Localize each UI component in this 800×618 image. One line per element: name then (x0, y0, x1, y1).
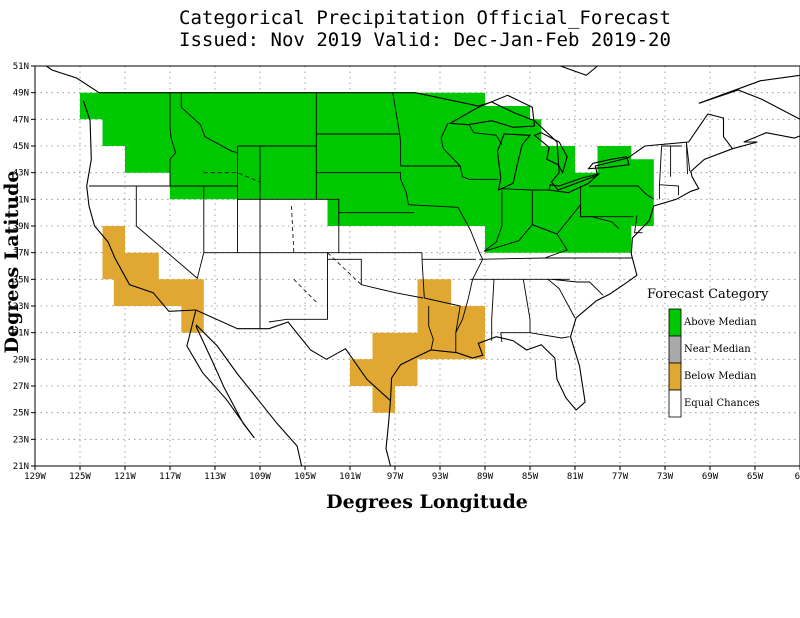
legend-swatch (668, 308, 682, 337)
legend-swatch (668, 362, 682, 391)
x-tick-labels: 129W 125W 121W 117W 113W 109W 105W 101W 97W 93W 89… (24, 466, 800, 482)
state-boundary (658, 184, 679, 200)
lake-michigan (496, 133, 532, 191)
dashed-boundary (291, 205, 295, 253)
state-boundary (392, 92, 402, 166)
x-tick-label: 73W (657, 472, 674, 482)
y-tick-label: 27N (13, 382, 29, 392)
legend-swatch (668, 335, 682, 364)
x-tick-label: 121W (114, 472, 136, 482)
legend: Forecast Category Above Median Near Media… (647, 287, 769, 418)
y-tick-label: 31N (13, 329, 29, 339)
y-tick-label: 49N (13, 89, 29, 99)
lake-ontario (587, 156, 630, 170)
mexico-west-coast (195, 324, 303, 467)
x-tick-label: 125W (69, 472, 91, 482)
legend-label: Near Median (684, 344, 751, 355)
x-tick-label: 109W (249, 472, 271, 482)
x-tick-label: 113W (204, 472, 226, 482)
legend-label: Equal Chances (684, 398, 760, 409)
state-boundary (491, 279, 495, 341)
legend-heading: Forecast Category (647, 287, 769, 302)
x-tick-label: 117W (159, 472, 181, 482)
x-tick-label: 97W (387, 472, 404, 482)
y-tick-label: 45N (13, 142, 29, 152)
plot-frame (34, 65, 800, 467)
y-tick-label: 47N (13, 115, 29, 125)
state-boundary (327, 258, 424, 299)
map-outlines (45, 65, 800, 467)
map-plot-area (34, 65, 800, 467)
lake-erie (548, 172, 601, 194)
state-boundary (634, 215, 643, 234)
x-tick-label: 101W (339, 472, 361, 482)
state-boundary (580, 186, 634, 218)
title-line-2: Issued: Nov 2019 Valid: Dec-Jan-Feb 2019… (179, 29, 671, 51)
below-median-region (102, 226, 204, 333)
x-tick-label: 129W (24, 472, 46, 482)
x-tick-label: 65W (747, 472, 764, 482)
x-tick-label: 77W (612, 472, 629, 482)
state-boundary (658, 145, 682, 187)
y-tick-label: 25N (13, 409, 29, 419)
y-tick-label: 21N (13, 462, 29, 472)
james-bay-coast (560, 65, 598, 76)
dashed-boundary (203, 172, 261, 183)
mexico-gulf-coast (385, 400, 392, 467)
state-boundary (135, 186, 198, 279)
state-boundary (470, 278, 604, 296)
state-boundary (547, 278, 576, 319)
lake-superior (448, 94, 536, 128)
x-tick-label: 93W (432, 472, 449, 482)
maritime-coast (698, 74, 800, 150)
y-tick-labels: 21N 23N 25N 27N 29N 31N 33N 35N 37N 39N 41N 43N 45N 4… (13, 62, 35, 472)
legend-label: Above Median (683, 317, 757, 328)
x-tick-label: 81W (567, 472, 584, 482)
legend-label: Below Median (684, 371, 757, 382)
state-boundary (424, 297, 461, 333)
y-tick-label: 29N (13, 355, 29, 365)
state-boundary (260, 198, 415, 214)
x-tick-label: 85W (522, 472, 539, 482)
state-boundary (529, 332, 570, 339)
state-boundary (588, 185, 655, 200)
baja-coast (186, 309, 255, 439)
dashed-boundary (327, 252, 362, 285)
state-boundary (268, 252, 328, 323)
us-outline (82, 92, 734, 411)
state-boundary (169, 92, 177, 186)
state-boundary (180, 92, 238, 154)
state-boundary (685, 141, 691, 175)
y-tick-label: 33N (13, 302, 29, 312)
x-axis-title: Degrees Longitude (326, 491, 528, 513)
y-tick-label: 43N (13, 169, 29, 179)
x-tick-label: 61 (795, 472, 800, 482)
x-tick-label: 89W (477, 472, 494, 482)
state-boundary (400, 179, 459, 208)
state-boundary (468, 124, 503, 145)
state-boundary (459, 165, 499, 180)
legend-swatch (668, 389, 682, 418)
y-tick-label: 37N (13, 249, 29, 259)
state-boundary (428, 306, 434, 351)
title-line-1: Categorical Precipitation Official_Forec… (179, 7, 671, 29)
state-boundary (483, 190, 503, 252)
x-tick-label: 69W (702, 472, 719, 482)
bc-coast (45, 65, 100, 94)
below-median-region (350, 279, 485, 413)
y-tick-label: 23N (13, 435, 29, 445)
y-tick-label: 35N (13, 275, 29, 285)
dashed-boundary (293, 279, 317, 303)
x-tick-label: 105W (294, 472, 316, 482)
state-boundary (440, 123, 461, 167)
y-tick-label: 39N (13, 222, 29, 232)
y-tick-label: 51N (13, 62, 29, 72)
y-tick-label: 41N (13, 195, 29, 205)
state-boundary (316, 172, 402, 180)
y-axis-title: Degrees Latitude (1, 171, 23, 354)
lake-huron (533, 132, 568, 175)
